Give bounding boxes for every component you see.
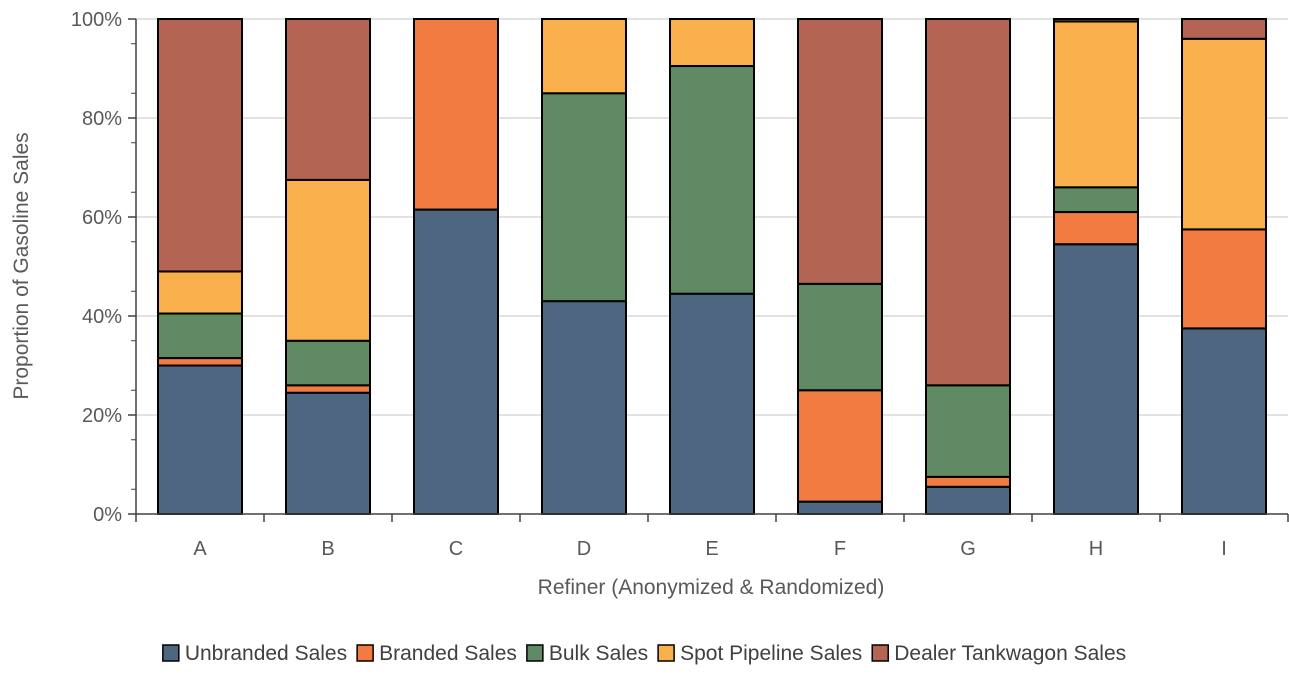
y-axis-title: Proportion of Gasoline Sales	[10, 132, 33, 399]
y-tick-label: 60%	[82, 207, 122, 229]
legend-item: Dealer Tankwagon Sales	[871, 642, 1126, 665]
axes	[128, 18, 1289, 522]
bar-A-unbranded-sales	[157, 364, 243, 515]
x-tick-label: B	[321, 538, 334, 560]
legend-item: Branded Sales	[356, 642, 517, 665]
x-tick-label: F	[834, 538, 846, 560]
legend-swatch	[657, 644, 675, 662]
bar-H-bulk-sales	[1053, 186, 1139, 214]
y-tick-label: 100%	[71, 9, 122, 31]
bar-H-unbranded-sales	[1053, 243, 1139, 515]
bar-H-spot-pipeline-sales	[1053, 20, 1139, 189]
x-tick-label: A	[193, 538, 207, 560]
bar-I-spot-pipeline-sales	[1181, 37, 1267, 231]
bar-B-unbranded-sales	[285, 391, 371, 516]
legend-swatch	[526, 644, 544, 662]
bar-B-dealer-tankwagon-sales	[285, 18, 371, 181]
x-tick-label: G	[960, 538, 976, 560]
legend-swatch	[162, 644, 180, 662]
bar-A-spot-pipeline-sales	[157, 270, 243, 315]
y-tick-label: 40%	[82, 306, 122, 328]
bar-E-spot-pipeline-sales	[669, 18, 755, 68]
bar-B-spot-pipeline-sales	[285, 178, 371, 342]
bar-G-unbranded-sales	[925, 485, 1011, 515]
y-tick-label: 0%	[93, 504, 122, 526]
x-axis-title: Refiner (Anonymized & Randomized)	[538, 576, 885, 599]
bar-F-bulk-sales	[797, 282, 883, 392]
legend-label: Branded Sales	[379, 642, 517, 665]
bar-B-branded-sales	[285, 384, 371, 394]
legend-swatch	[871, 644, 889, 662]
bar-G-bulk-sales	[925, 384, 1011, 478]
legend-label: Unbranded Sales	[185, 642, 347, 665]
bar-I-branded-sales	[1181, 228, 1267, 330]
legend-item: Bulk Sales	[526, 642, 648, 665]
bar-D-spot-pipeline-sales	[541, 18, 627, 95]
legend-label: Dealer Tankwagon Sales	[894, 642, 1126, 665]
bar-H-branded-sales	[1053, 211, 1139, 246]
y-tick-label: 80%	[82, 108, 122, 130]
x-tick-label: H	[1089, 538, 1103, 560]
bar-D-bulk-sales	[541, 92, 627, 303]
legend: Unbranded Sales Branded Sales Bulk Sales Sp…	[162, 642, 1126, 665]
bar-A-bulk-sales	[157, 312, 243, 360]
bar-C-unbranded-sales	[413, 208, 499, 515]
y-tick-label: 20%	[82, 405, 122, 427]
bar-F-branded-sales	[797, 389, 883, 503]
bar-I-unbranded-sales	[1181, 327, 1267, 515]
x-tick-label: I	[1221, 538, 1227, 560]
legend-item: Unbranded Sales	[162, 642, 347, 665]
bar-E-unbranded-sales	[669, 292, 755, 515]
legend-item: Spot Pipeline Sales	[657, 642, 862, 665]
legend-label: Spot Pipeline Sales	[680, 642, 862, 665]
bar-H-dealer-tankwagon-sales	[1053, 18, 1139, 23]
bar-G-dealer-tankwagon-sales	[925, 18, 1011, 387]
legend-swatch	[356, 644, 374, 662]
y-tick-labels: 0% 20% 40% 60% 80% 100%	[71, 9, 122, 526]
bar-F-dealer-tankwagon-sales	[797, 18, 883, 285]
bar-A-dealer-tankwagon-sales	[157, 18, 243, 273]
bars	[157, 18, 1267, 516]
bar-D-unbranded-sales	[541, 300, 627, 515]
bar-G-branded-sales	[925, 475, 1011, 488]
bar-F-unbranded-sales	[797, 500, 883, 515]
bar-I-dealer-tankwagon-sales	[1181, 18, 1267, 40]
bar-A-branded-sales	[157, 357, 243, 367]
x-tick-label: E	[705, 538, 718, 560]
legend-label: Bulk Sales	[549, 642, 648, 665]
bar-C-branded-sales	[413, 18, 499, 211]
x-tick-label: D	[577, 538, 591, 560]
x-tick-label: C	[449, 538, 463, 560]
bar-B-bulk-sales	[285, 339, 371, 387]
x-tick-labels: A B C D E F G H I	[193, 538, 1226, 560]
bar-E-bulk-sales	[669, 65, 755, 295]
